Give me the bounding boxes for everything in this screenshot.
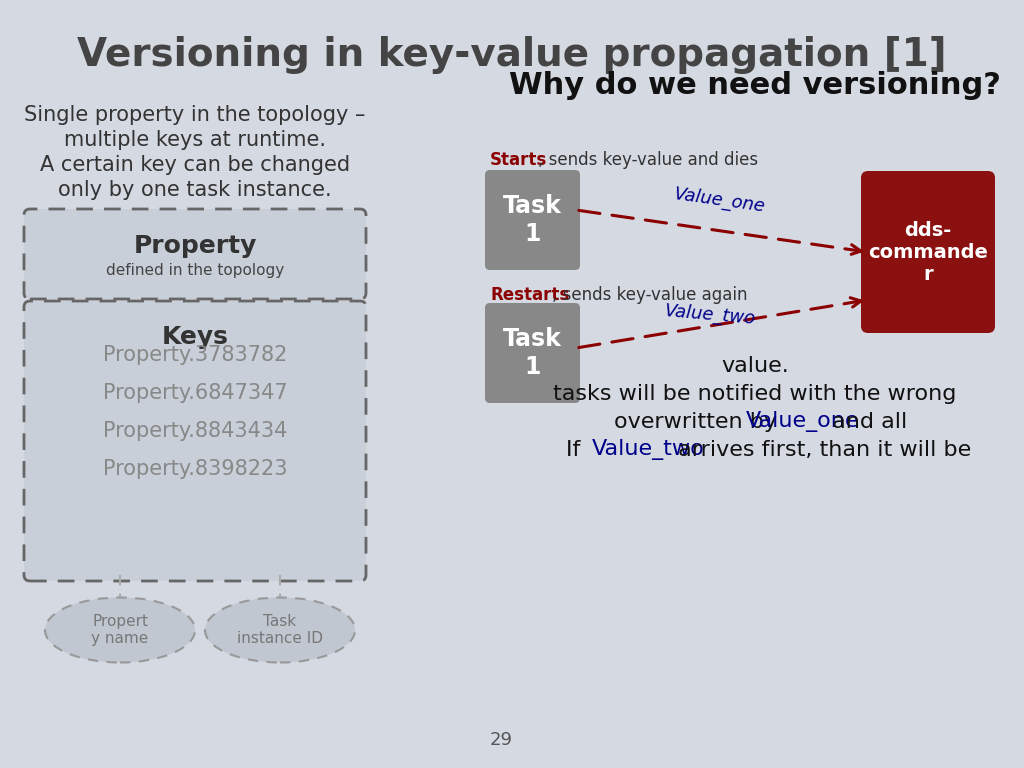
FancyBboxPatch shape [485,303,580,403]
Text: multiple keys at runtime.: multiple keys at runtime. [63,130,326,150]
Text: Property.3783782: Property.3783782 [102,345,287,365]
Text: tasks will be notified with the wrong: tasks will be notified with the wrong [553,384,956,404]
Text: , sends key-value again: , sends key-value again [552,286,748,304]
Text: defined in the topology: defined in the topology [105,263,284,277]
Text: , sends key-value and dies: , sends key-value and dies [538,151,758,169]
Text: Task
1: Task 1 [503,327,562,379]
Text: Keys: Keys [162,325,228,349]
Text: and all: and all [825,412,907,432]
Text: Value_one: Value_one [746,412,860,432]
Ellipse shape [205,598,355,663]
Text: overwritten by: overwritten by [614,412,784,432]
Text: Value_two: Value_two [592,439,705,461]
Text: Restarts: Restarts [490,286,569,304]
Text: value.: value. [721,356,788,376]
Text: If: If [566,440,588,460]
Text: 29: 29 [490,731,513,749]
Text: Property.6847347: Property.6847347 [102,383,288,403]
Text: only by one task instance.: only by one task instance. [58,180,332,200]
Text: Value_one: Value_one [673,184,767,216]
FancyBboxPatch shape [24,301,366,581]
Text: A certain key can be changed: A certain key can be changed [40,155,350,175]
FancyBboxPatch shape [24,209,366,299]
Text: Task
instance ID: Task instance ID [237,614,323,646]
Text: Propert
y name: Propert y name [91,614,148,646]
Text: dds-
commande
r: dds- commande r [868,220,988,283]
Text: arrives first, than it will be: arrives first, than it will be [672,440,972,460]
Ellipse shape [45,598,195,663]
FancyBboxPatch shape [485,170,580,270]
Text: Value_two: Value_two [664,302,757,328]
Text: Property: Property [133,234,257,258]
Text: Property.8398223: Property.8398223 [102,459,288,479]
Text: Starts: Starts [490,151,547,169]
Text: Task
1: Task 1 [503,194,562,246]
FancyBboxPatch shape [861,171,995,333]
Text: Single property in the topology –: Single property in the topology – [25,105,366,125]
Text: Property.8843434: Property.8843434 [102,421,287,441]
Text: Versioning in key-value propagation [1]: Versioning in key-value propagation [1] [77,36,947,74]
Text: Why do we need versioning?: Why do we need versioning? [509,71,1000,100]
